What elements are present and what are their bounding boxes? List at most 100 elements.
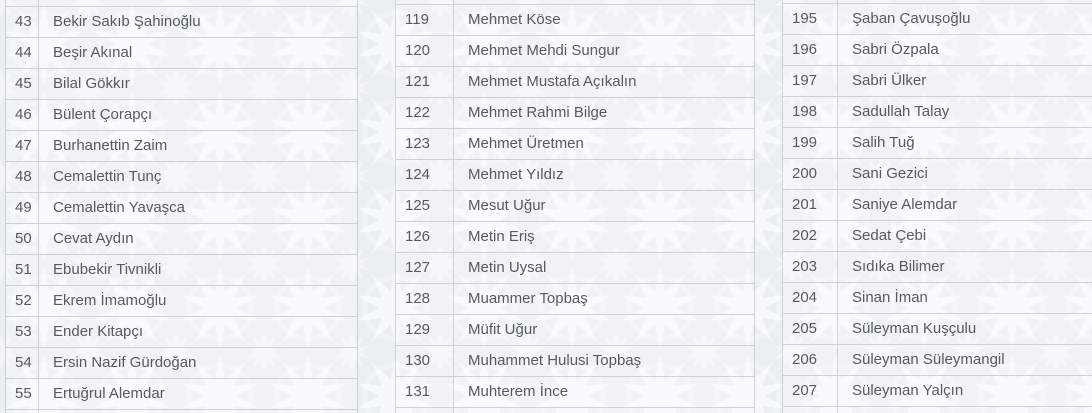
table-row: 50 Cevat Aydın xyxy=(5,223,358,255)
cell-number xyxy=(782,406,838,413)
cell-name: Muammer Topbaş xyxy=(453,283,755,315)
cell-name: Cemalettin Tunç xyxy=(38,161,358,193)
cell-name: Müfit Uğur xyxy=(453,314,755,346)
table-row: 196 Sabri Özpala xyxy=(782,34,1092,66)
cell-name: Süleyman Süleymangil xyxy=(837,344,1092,376)
cell-number: 124 xyxy=(395,159,454,191)
cell-name: Şaban Çavuşoğlu xyxy=(837,3,1092,35)
cell-name: Cevat Aydın xyxy=(38,223,358,255)
cell-name: Bilal Gökkır xyxy=(38,68,358,100)
table-row: 198 Sadullah Talay xyxy=(782,96,1092,128)
cell-name xyxy=(837,406,1092,413)
cell-number: 207 xyxy=(782,375,838,407)
table-row: 44 Beşir Akınal xyxy=(5,37,358,69)
cell-number: 47 xyxy=(5,130,39,162)
cell-name: Mehmet Mustafa Açıkalın xyxy=(453,66,755,98)
cell-number: 130 xyxy=(395,345,454,377)
name-list-table-middle: 119 Mehmet Köse 120 Mehmet Mehdi Sungur 121 M… xyxy=(395,0,755,413)
table-row: 119 Mehmet Köse xyxy=(395,4,755,36)
cell-number: 43 xyxy=(5,6,39,38)
cell-name: Sinan İman xyxy=(837,282,1092,314)
cell-number: 196 xyxy=(782,34,838,66)
cell-number: 206 xyxy=(782,344,838,376)
cell-name: Sıdıka Bilimer xyxy=(837,251,1092,283)
cell-name: Burhanettin Zaim xyxy=(38,130,358,162)
cell-name: Süleyman Kuşçulu xyxy=(837,313,1092,345)
cell-number: 198 xyxy=(782,96,838,128)
table-row: 51 Ebubekir Tivnikli xyxy=(5,254,358,286)
table-row: 55 Ertuğrul Alemdar xyxy=(5,378,358,410)
table-row: 52 Ekrem İmamoğlu xyxy=(5,285,358,317)
table-row: 122 Mehmet Rahmi Bilge xyxy=(395,97,755,129)
cell-name: Sadullah Talay xyxy=(837,96,1092,128)
cell-number xyxy=(5,409,39,413)
table-row: 125 Mesut Uğur xyxy=(395,190,755,222)
cell-name: Salih Tuğ xyxy=(837,127,1092,159)
cell-name: Bekir Sakıb Şahinoğlu xyxy=(38,6,358,38)
cell-name: Sani Gezici xyxy=(837,158,1092,190)
cell-number: 46 xyxy=(5,99,39,131)
cell-name: Süleyman Yalçın xyxy=(837,375,1092,407)
table-row: 199 Salih Tuğ xyxy=(782,127,1092,159)
cell-name xyxy=(38,409,358,413)
cell-number: 48 xyxy=(5,161,39,193)
cell-number: 122 xyxy=(395,97,454,129)
cell-number: 44 xyxy=(5,37,39,69)
cell-number: 121 xyxy=(395,66,454,98)
cell-number: 51 xyxy=(5,254,39,286)
cell-number xyxy=(395,407,454,413)
table-row: 124 Mehmet Yıldız xyxy=(395,159,755,191)
table-row: 49 Cemalettin Yavaşca xyxy=(5,192,358,224)
table-row: 45 Bilal Gökkır xyxy=(5,68,358,100)
cell-name: Mehmet Rahmi Bilge xyxy=(453,97,755,129)
cell-number: 127 xyxy=(395,252,454,284)
table-row: 202 Sedat Çebi xyxy=(782,220,1092,252)
cell-number: 119 xyxy=(395,4,454,36)
table-row: 130 Muhammet Hulusi Topbaş xyxy=(395,345,755,377)
name-list-table-right: 195 Şaban Çavuşoğlu 196 Sabri Özpala 197 Sabr… xyxy=(782,0,1092,413)
cell-name xyxy=(453,407,755,413)
table-row: 128 Muammer Topbaş xyxy=(395,283,755,315)
cell-number: 201 xyxy=(782,189,838,221)
cell-name: Ersin Nazif Gürdoğan xyxy=(38,347,358,379)
cell-name: Sabri Özpala xyxy=(837,34,1092,66)
cell-name: Bülent Çorapçı xyxy=(38,99,358,131)
cell-name: Metin Eriş xyxy=(453,221,755,253)
table-row: 203 Sıdıka Bilimer xyxy=(782,251,1092,283)
table-row: 195 Şaban Çavuşoğlu xyxy=(782,3,1092,35)
cell-number: 120 xyxy=(395,35,454,67)
cell-name: Sedat Çebi xyxy=(837,220,1092,252)
table-row: 129 Müfit Uğur xyxy=(395,314,755,346)
cell-number: 45 xyxy=(5,68,39,100)
cell-name: Ertuğrul Alemdar xyxy=(38,378,358,410)
cell-name: Sabri Ülker xyxy=(837,65,1092,97)
cell-number: 131 xyxy=(395,376,454,408)
table-row: 197 Sabri Ülker xyxy=(782,65,1092,97)
cell-name: Muhammet Hulusi Topbaş xyxy=(453,345,755,377)
table-row: 201 Saniye Alemdar xyxy=(782,189,1092,221)
table-row: 121 Mehmet Mustafa Açıkalın xyxy=(395,66,755,98)
cell-name: Ender Kitapçı xyxy=(38,316,358,348)
cell-number: 52 xyxy=(5,285,39,317)
cell-name: Mesut Uğur xyxy=(453,190,755,222)
cell-number: 53 xyxy=(5,316,39,348)
cell-number: 123 xyxy=(395,128,454,160)
table-row: 126 Metin Eriş xyxy=(395,221,755,253)
cell-number: 203 xyxy=(782,251,838,283)
cell-name: Saniye Alemdar xyxy=(837,189,1092,221)
table-row-partial xyxy=(5,409,358,413)
table-row: 204 Sinan İman xyxy=(782,282,1092,314)
table-row: 200 Sani Gezici xyxy=(782,158,1092,190)
table-row: 123 Mehmet Üretmen xyxy=(395,128,755,160)
table-row-partial xyxy=(782,406,1092,413)
cell-name: Ekrem İmamoğlu xyxy=(38,285,358,317)
cell-number: 200 xyxy=(782,158,838,190)
cell-number: 197 xyxy=(782,65,838,97)
cell-number: 204 xyxy=(782,282,838,314)
cell-name: Beşir Akınal xyxy=(38,37,358,69)
table-row-partial xyxy=(395,407,755,413)
table-row: 131 Muhterem İnce xyxy=(395,376,755,408)
cell-number: 50 xyxy=(5,223,39,255)
cell-number: 55 xyxy=(5,378,39,410)
